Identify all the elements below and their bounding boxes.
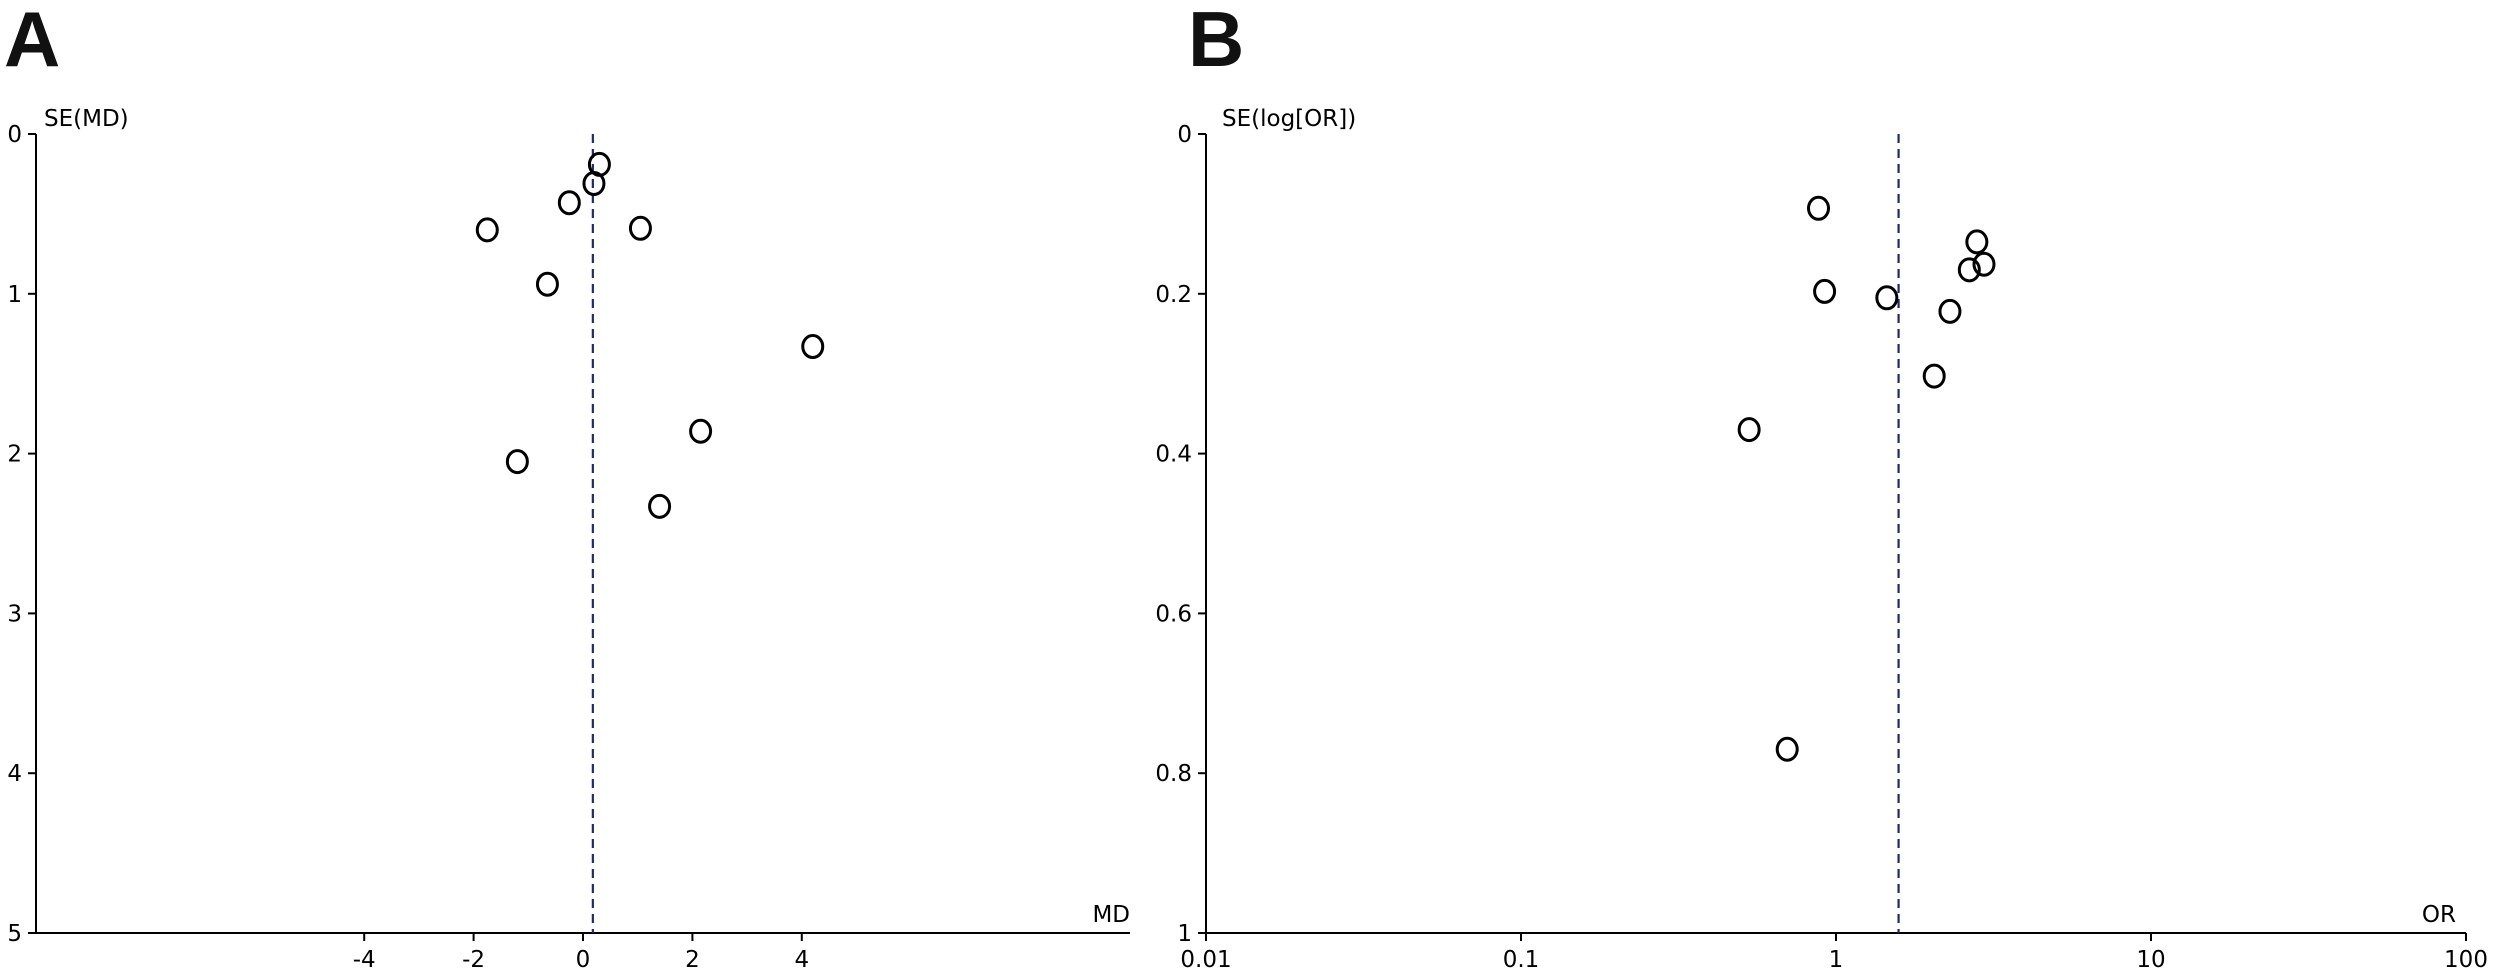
- study-point: [1807, 195, 1831, 221]
- study-point: [1875, 285, 1899, 311]
- study-point: [648, 493, 672, 519]
- study-point: [628, 215, 652, 241]
- panel-letter-a: A: [4, 0, 60, 83]
- x-axis-title: MD: [1092, 902, 1130, 928]
- study-point: [1938, 298, 1962, 324]
- y-tick-label: 2: [7, 442, 22, 468]
- study-point: [1957, 257, 1981, 283]
- x-tick-label: 0: [576, 947, 591, 969]
- study-point: [1965, 229, 1989, 255]
- x-tick-label: 10: [2136, 947, 2165, 969]
- x-tick-label: -4: [353, 947, 376, 969]
- x-tick-label: 100: [2444, 947, 2488, 969]
- study-point: [1922, 363, 1946, 389]
- x-tick-label: 4: [794, 947, 809, 969]
- study-point: [505, 449, 529, 475]
- study-point: [1775, 736, 1799, 762]
- study-point: [535, 271, 559, 297]
- y-tick-label: 0: [1177, 122, 1192, 148]
- study-point: [801, 334, 825, 360]
- y-tick-label: 0.8: [1155, 761, 1192, 787]
- funnel-plot-or: SE(log[OR]) OR 00.20.40.60.810.01 0.1 1 10 1…: [1155, 106, 2488, 969]
- y-tick-label: 3: [7, 601, 22, 627]
- panel-letter-b: B: [1188, 0, 1244, 83]
- study-point: [1972, 251, 1996, 277]
- y-tick-label: 0.4: [1155, 442, 1192, 468]
- y-tick-label: 4: [7, 761, 22, 787]
- y-tick-label: 5: [7, 921, 22, 947]
- x-tick-label: 0.1: [1503, 947, 1540, 969]
- study-point: [1737, 417, 1761, 443]
- study-point: [582, 171, 606, 197]
- study-point: [689, 418, 713, 444]
- y-tick-label: 0.2: [1155, 282, 1192, 308]
- y-tick-label: 1: [7, 282, 22, 308]
- y-tick-label: 0.6: [1155, 601, 1192, 627]
- x-tick-label: 1: [1829, 947, 1844, 969]
- x-tick-label: 2: [685, 947, 700, 969]
- y-tick-label: 1: [1177, 921, 1192, 947]
- y-axis-title: SE(MD): [44, 106, 129, 132]
- study-point: [557, 190, 581, 216]
- x-tick-label: 0.01: [1180, 947, 1231, 969]
- funnel-plot-md: SE(MD) MD 0 1 2 3 4 5 -4 -2 0 2 4: [7, 106, 1130, 969]
- study-point: [475, 217, 499, 243]
- x-tick-label: -2: [462, 947, 485, 969]
- y-axis-title: SE(log[OR]): [1222, 106, 1356, 132]
- x-axis-title: OR: [2422, 902, 2456, 928]
- y-tick-label: 0: [7, 122, 22, 148]
- study-point: [1813, 278, 1837, 304]
